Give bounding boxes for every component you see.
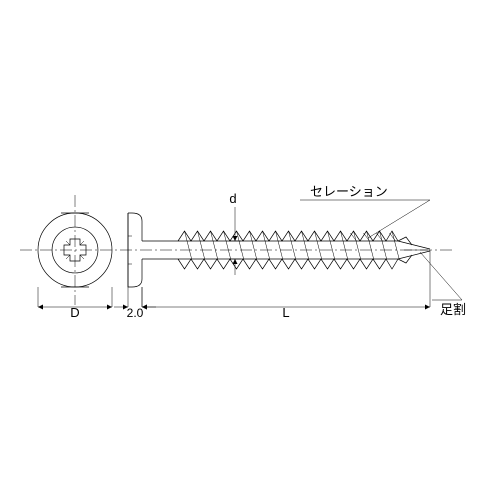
dim-L-label: L — [282, 305, 289, 320]
dim-d-label: d — [229, 191, 236, 206]
dim-D-label: D — [70, 305, 79, 320]
callout-split-label: 足割 — [440, 302, 466, 317]
callout-serration-label: セレーション — [310, 184, 388, 199]
dim-2-label: 2.0 — [127, 306, 144, 320]
